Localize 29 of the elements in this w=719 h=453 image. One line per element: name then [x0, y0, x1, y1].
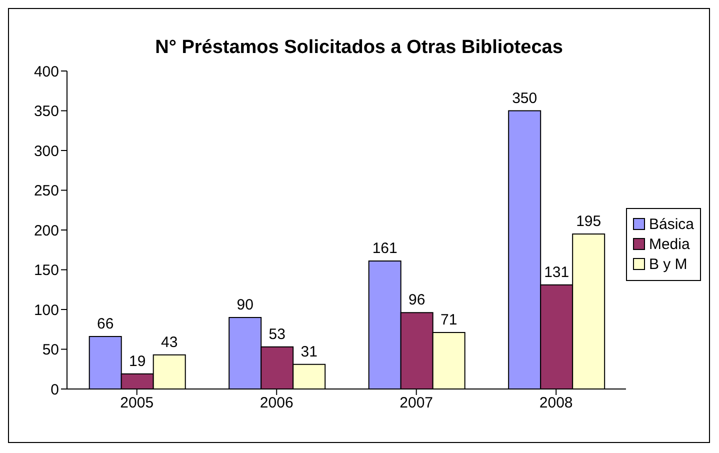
data-label: 53 [268, 326, 286, 343]
legend-label: Básica [648, 216, 694, 232]
data-label: 31 [300, 343, 318, 360]
data-label: 96 [408, 292, 426, 309]
x-tick-label: 2005 [120, 394, 154, 412]
data-label: 161 [372, 240, 398, 258]
x-tick-label: 2007 [400, 394, 434, 412]
chart-title: N° Préstamos Solicitados a Otras Bibliotecas [154, 36, 564, 59]
data-label: 19 [129, 352, 146, 370]
data-label: 131 [544, 264, 570, 281]
y-tick-label: 50 [42, 342, 59, 359]
data-label: 66 [97, 316, 114, 333]
data-label: 90 [236, 296, 254, 314]
y-tick-label: 300 [34, 142, 59, 160]
data-label: 71 [440, 312, 458, 329]
x-tick-label: 2006 [260, 394, 294, 412]
y-tick-label: 100 [34, 302, 59, 319]
y-tick-label: 0 [50, 381, 59, 398]
y-tick-label: 250 [34, 182, 59, 200]
data-label: 195 [576, 212, 602, 230]
data-label: 43 [161, 334, 178, 351]
y-tick-label: 350 [34, 103, 59, 120]
y-tick-label: 400 [34, 63, 59, 80]
data-label: 350 [512, 90, 538, 107]
y-tick-label: 200 [34, 222, 59, 240]
legend-label: Media [648, 236, 690, 252]
y-tick-label: 150 [34, 262, 59, 280]
legend-label: B y M [648, 256, 688, 272]
x-tick-label: 2008 [539, 394, 573, 412]
